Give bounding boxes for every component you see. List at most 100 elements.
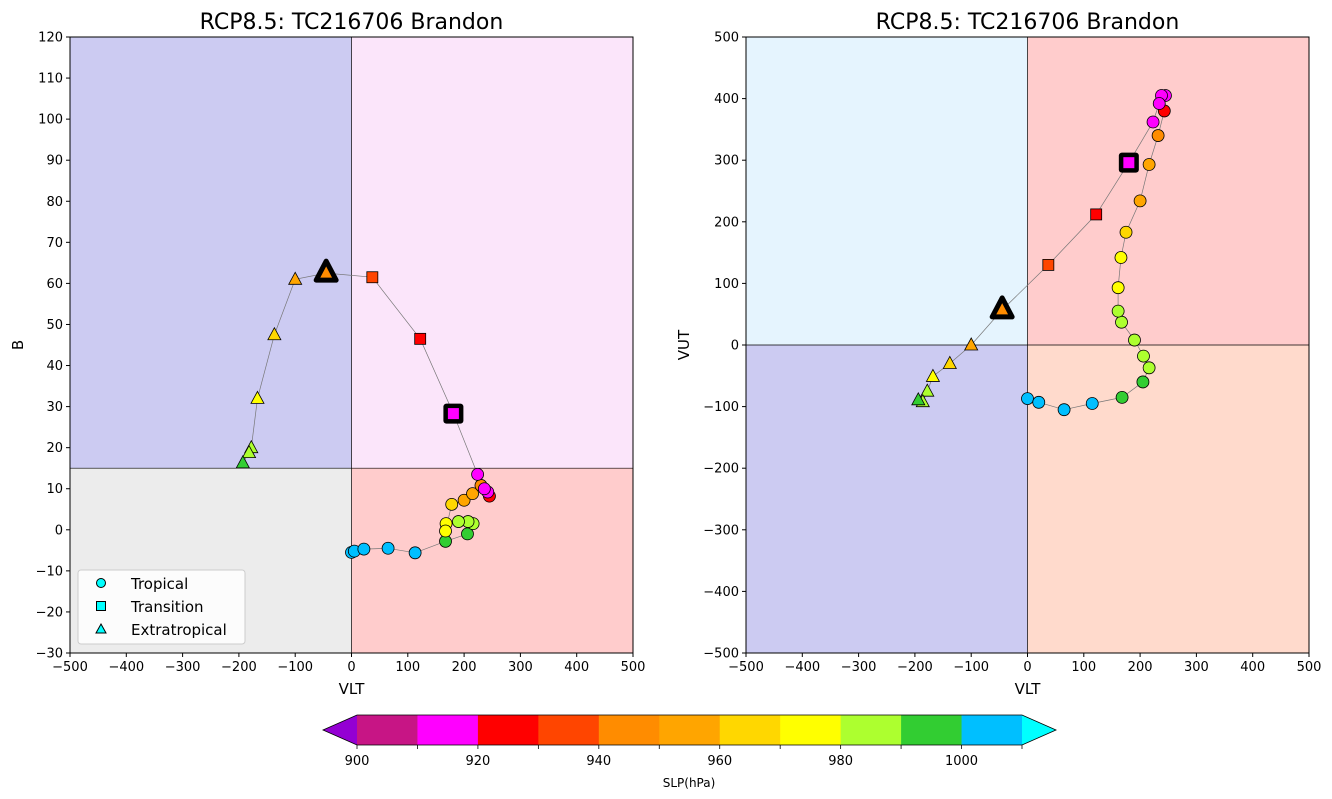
colorbar-cell <box>417 715 479 745</box>
y-tick-label: −400 <box>703 585 739 600</box>
legend-transition-marker <box>96 601 106 611</box>
colorbar-tick-label: 940 <box>586 754 611 769</box>
quadrant-backgrounds <box>746 37 1309 653</box>
track-point-tropical <box>477 482 491 496</box>
track-point-extratropical <box>235 455 251 469</box>
legend: Tropical Transition Extratropical <box>77 569 246 645</box>
x-tick-label: −400 <box>108 660 144 675</box>
y-tick-label: 80 <box>46 195 63 210</box>
track-point-tropical <box>1021 392 1034 405</box>
x-tick-label: −400 <box>784 660 820 675</box>
track-point-transition <box>414 332 427 345</box>
colorbar-cell <box>780 715 842 745</box>
y-tick-label: 400 <box>714 92 739 107</box>
track-point-tropical <box>445 497 459 511</box>
colorbar-tick-label: 920 <box>465 754 490 769</box>
track-point-tropical <box>1133 194 1147 208</box>
colorbar-cell <box>840 715 902 745</box>
track-point-tropical <box>1151 129 1165 142</box>
colorbar-tick-label: 960 <box>707 754 732 769</box>
storm-track-markers <box>911 89 1172 417</box>
track-point-extratropical <box>911 391 926 406</box>
y-tick-label: 0 <box>731 339 739 354</box>
x-tick-label: 100 <box>395 660 420 675</box>
x-tick-label: −500 <box>52 660 88 675</box>
quadrant-1 <box>1027 37 1309 345</box>
storm-track-markers <box>235 258 496 560</box>
track-point-extratropical <box>920 383 935 397</box>
quadrant-0 <box>746 37 1028 345</box>
track-point-tropical <box>1115 390 1129 404</box>
track-point-tropical <box>1136 375 1150 389</box>
extratropical-start-highlight <box>313 258 339 283</box>
y-tick-label: −200 <box>703 462 739 477</box>
x-tick-label: 400 <box>564 660 589 675</box>
track-point-transition <box>1042 259 1055 271</box>
track-point-tropical <box>466 487 479 501</box>
colorbar-cell <box>538 715 600 745</box>
quadrant-0 <box>70 37 352 469</box>
x-tick-label: −300 <box>841 660 877 675</box>
colorbar-cell <box>961 715 1023 745</box>
y-tick-label: 120 <box>38 31 63 46</box>
track-point-extratropical <box>925 368 941 382</box>
track-point-tropical <box>1114 251 1128 264</box>
legend-box <box>77 569 246 645</box>
x-axis-label: VLT <box>1015 680 1042 698</box>
track-point-tropical <box>439 524 452 538</box>
x-tick-label: 400 <box>1240 660 1265 675</box>
track-point-tropical <box>381 541 395 555</box>
x-tick-label: −100 <box>953 660 989 675</box>
y-tick-label: 60 <box>46 277 63 292</box>
track-point-tropical <box>1085 397 1099 410</box>
x-tick-label: 0 <box>347 660 355 675</box>
y-tick-label: 70 <box>46 236 63 251</box>
track-point-tropical <box>1032 395 1046 409</box>
colorbar-ticks: 900 920 940 960 980 1000 <box>345 745 1023 769</box>
colorbar-cell <box>659 715 721 745</box>
y-tick-label: 100 <box>714 277 739 292</box>
track-point-tropical <box>457 493 471 507</box>
quadrant-2 <box>746 345 1028 653</box>
y-tick-label: 500 <box>714 31 739 46</box>
colorbar-tick-label: 980 <box>828 754 853 769</box>
track-point-extratropical <box>942 355 957 369</box>
y-tick-label: −300 <box>703 523 739 538</box>
legend-extratropical-marker <box>95 622 107 634</box>
track-point-tropical <box>1142 158 1156 171</box>
x-axis-ticks: −500 −400 −300 −200 −100 0 100 200 300 400 500 <box>52 653 645 675</box>
track-point-tropical <box>1119 225 1133 239</box>
x-tick-label: 500 <box>621 660 646 675</box>
quadrant-1 <box>351 37 633 469</box>
x-axis-label: VLT <box>339 680 366 698</box>
chart-title: RCP8.5: TC216706 Brandon <box>200 10 504 35</box>
y-tick-label: 30 <box>46 400 63 415</box>
x-tick-label: 200 <box>1128 660 1153 675</box>
y-tick-label: 50 <box>46 318 63 333</box>
track-point-tropical <box>1057 403 1071 417</box>
track-point-extratropical <box>964 337 979 351</box>
track-point-tropical <box>1111 304 1125 318</box>
x-tick-label: 500 <box>1297 660 1322 675</box>
y-tick-label: 100 <box>38 113 63 128</box>
colorbar-under-arrow <box>323 715 357 745</box>
track-point-transition <box>366 271 379 284</box>
transition-start-marker <box>447 408 459 420</box>
colorbar-cells <box>322 714 1057 746</box>
y-axis-label: B <box>9 340 27 350</box>
track-point-tropical <box>1115 315 1128 329</box>
track-point-tropical <box>1152 97 1166 110</box>
x-axis-ticks: −500 −400 −300 −200 −100 0 100 200 300 400 500 <box>728 653 1321 675</box>
y-axis-ticks: −500 −400 −300 −200 −100 0 100 200 300 400 500 <box>703 31 746 662</box>
y-tick-label: −30 <box>36 647 63 662</box>
colorbar-label: SLP(hPa) <box>663 776 716 790</box>
track-point-transition <box>1090 208 1103 221</box>
x-tick-label: 300 <box>1184 660 1209 675</box>
track-point-tropical <box>408 546 422 560</box>
x-tick-label: 0 <box>1023 660 1031 675</box>
track-point-tropical <box>1137 349 1150 363</box>
colorbar-over-arrow <box>1022 715 1056 745</box>
y-tick-label: 10 <box>46 482 63 497</box>
colorbar: 900 920 940 960 980 1000 SLP(hPa) <box>322 714 1057 790</box>
